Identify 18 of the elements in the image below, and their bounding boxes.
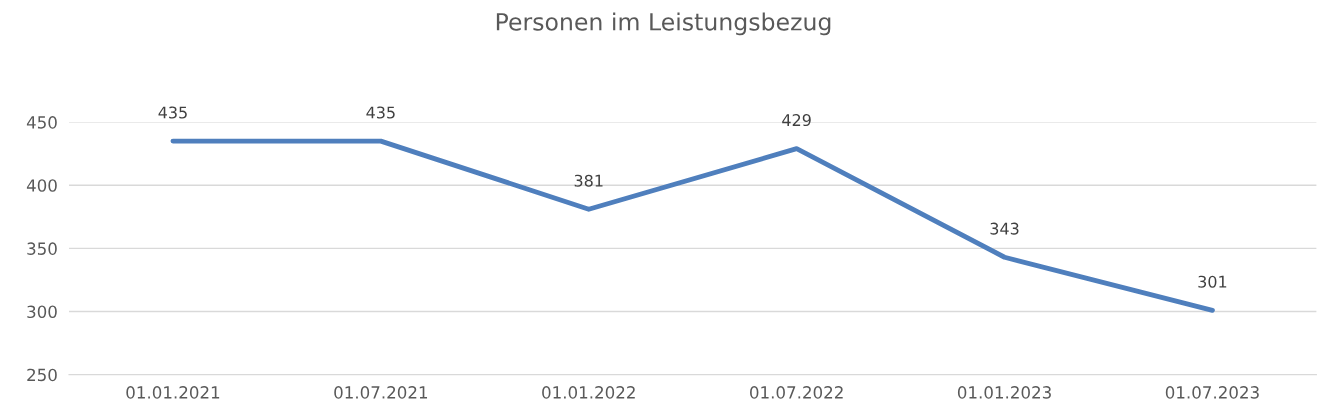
x-tick-label: 01.07.2022 [750,386,843,399]
y-tick-label: 450 [26,116,57,129]
x-tick-label: 01.01.2022 [542,386,635,399]
data-label: 301 [1198,275,1227,288]
data-label: 381 [574,174,603,187]
x-tick-label: 01.07.2021 [334,386,428,399]
data-label: 435 [158,106,187,119]
x-tick-label: 01.01.2021 [126,386,220,399]
data-label: 435 [366,106,395,119]
x-tick-label: 01.01.2023 [957,386,1051,399]
y-tick-label: 400 [26,179,57,192]
y-tick-label: 350 [27,242,57,255]
data-label: 429 [782,114,811,127]
data-label: 343 [990,222,1019,235]
y-tick-label: 300 [27,305,57,319]
x-tick-label: 01.07.2023 [1165,386,1259,399]
chart-title: Personen im Leistungsbezug [496,12,831,36]
y-tick-label: 250 [27,368,57,382]
